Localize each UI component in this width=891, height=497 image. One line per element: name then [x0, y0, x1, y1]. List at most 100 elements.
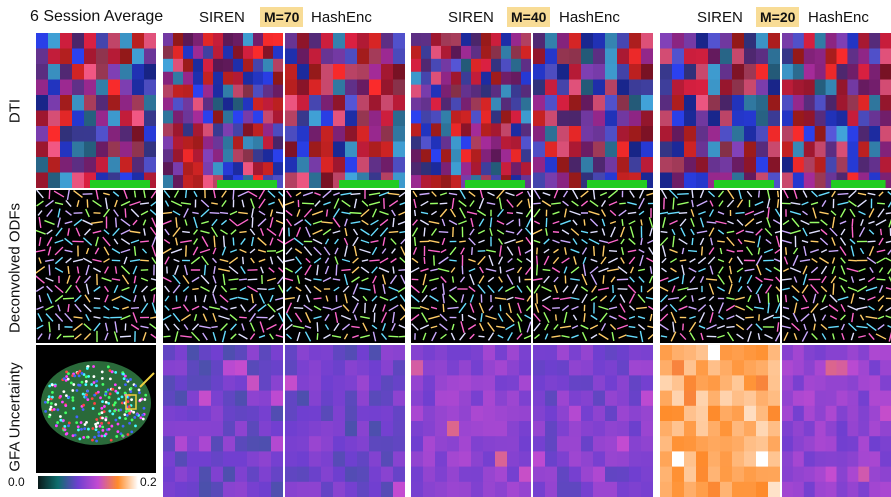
odf-glyph: [689, 258, 696, 263]
odf-glyph: [597, 287, 610, 291]
odf-glyph: [130, 208, 140, 218]
dti-voxel: [369, 126, 382, 143]
brain-fiber-dot: [107, 421, 111, 425]
odf-glyph: [784, 294, 788, 303]
odf-glyph: [370, 239, 379, 244]
odf-glyph: [439, 313, 448, 322]
dti-voxel: [569, 95, 582, 112]
dti-voxel: [163, 33, 174, 47]
odf-glyph: [571, 284, 579, 294]
brain-fiber-dot: [75, 415, 79, 419]
odf-glyph: [608, 201, 618, 206]
odf-glyph: [580, 190, 589, 198]
uncertainty-voxel: [869, 451, 881, 468]
dti-panel-m40-hashenc: [533, 33, 653, 188]
dti-voxel: [321, 79, 334, 96]
uncertainty-voxel: [792, 360, 805, 376]
dti-voxel: [732, 48, 745, 65]
dti-voxel: [629, 110, 642, 127]
odf-glyph: [390, 257, 397, 264]
uncertainty-voxel: [768, 466, 780, 483]
dti-voxel: [521, 136, 531, 150]
dti-voxel: [491, 149, 502, 163]
uncertainty-voxel: [435, 375, 448, 392]
odf-glyph: [478, 322, 485, 332]
odf-glyph: [163, 211, 173, 215]
odf-glyph: [757, 247, 761, 255]
dti-voxel: [183, 97, 194, 112]
dti-voxel: [557, 110, 570, 127]
uncertainty-voxel: [792, 481, 805, 497]
odf-glyph: [799, 259, 811, 262]
brain-fiber-dot: [51, 391, 54, 394]
dti-voxel: [243, 58, 254, 73]
odf-glyph: [83, 323, 92, 331]
odf-glyph: [398, 324, 405, 329]
odf-glyph: [379, 210, 389, 216]
odf-glyph: [821, 294, 827, 303]
odf-glyph: [466, 211, 478, 215]
odf-glyph: [353, 314, 358, 321]
odf-glyph: [334, 238, 339, 245]
odf-glyph: [54, 201, 64, 206]
brain-fiber-dot: [92, 375, 96, 378]
uncertainty-voxel: [672, 405, 685, 422]
odf-glyph: [304, 219, 312, 226]
odf-glyph: [602, 245, 605, 257]
brain-fiber-dot: [129, 386, 133, 390]
odf-glyph: [398, 269, 405, 272]
uncertainty-voxel: [393, 345, 405, 361]
odf-glyph: [313, 246, 322, 256]
dti-voxel: [836, 110, 848, 127]
odf-glyph: [600, 322, 607, 332]
dti-voxel: [223, 136, 234, 150]
uncertainty-voxel: [483, 360, 496, 376]
odf-glyph: [352, 228, 359, 236]
dti-voxel: [481, 123, 492, 137]
brain-fiber-dot: [82, 403, 86, 407]
odf-glyph: [524, 227, 531, 236]
dti-voxel: [144, 79, 156, 96]
brain-fiber-dot: [127, 405, 131, 409]
uncertainty-voxel: [495, 451, 508, 468]
odf-glyph: [103, 258, 110, 263]
odf-glyph: [534, 303, 540, 313]
odf-glyph: [72, 258, 84, 263]
odf-glyph: [718, 314, 724, 321]
uncertainty-voxel: [756, 375, 769, 392]
dti-voxel: [431, 162, 442, 176]
odf-glyph: [149, 323, 156, 330]
odf-glyph: [840, 285, 846, 293]
dti-voxel: [233, 149, 244, 163]
dti-voxel: [792, 141, 805, 158]
odf-glyph: [285, 302, 293, 314]
odf-glyph: [353, 198, 358, 209]
odf-glyph: [848, 190, 857, 199]
odf-glyph: [718, 200, 724, 207]
odf-glyph: [776, 294, 780, 303]
odf-glyph: [543, 238, 550, 245]
dti-voxel: [223, 162, 234, 176]
uncertainty-voxel: [381, 421, 394, 437]
odf-glyph: [775, 276, 780, 283]
odf-glyph: [258, 210, 266, 216]
dti-voxel: [672, 141, 685, 158]
odf-glyph: [343, 333, 349, 340]
uncertainty-voxel: [447, 375, 460, 392]
odf-glyph: [448, 294, 458, 303]
odf-glyph: [85, 264, 90, 276]
uncertainty-voxel: [333, 360, 346, 376]
dti-voxel: [357, 126, 370, 143]
dti-voxel: [48, 126, 61, 143]
odf-glyph: [525, 236, 531, 246]
uncertainty-voxel: [259, 436, 272, 452]
uncertainty-voxel: [593, 466, 606, 483]
uncertainty-voxel: [321, 421, 334, 437]
odf-glyph: [670, 311, 677, 324]
uncertainty-voxel: [187, 405, 200, 422]
odf-glyph: [296, 331, 301, 342]
odf-glyph: [275, 219, 283, 225]
uncertainty-voxel: [483, 436, 496, 452]
uncertainty-voxel: [163, 451, 176, 468]
odf-glyph: [763, 278, 774, 281]
